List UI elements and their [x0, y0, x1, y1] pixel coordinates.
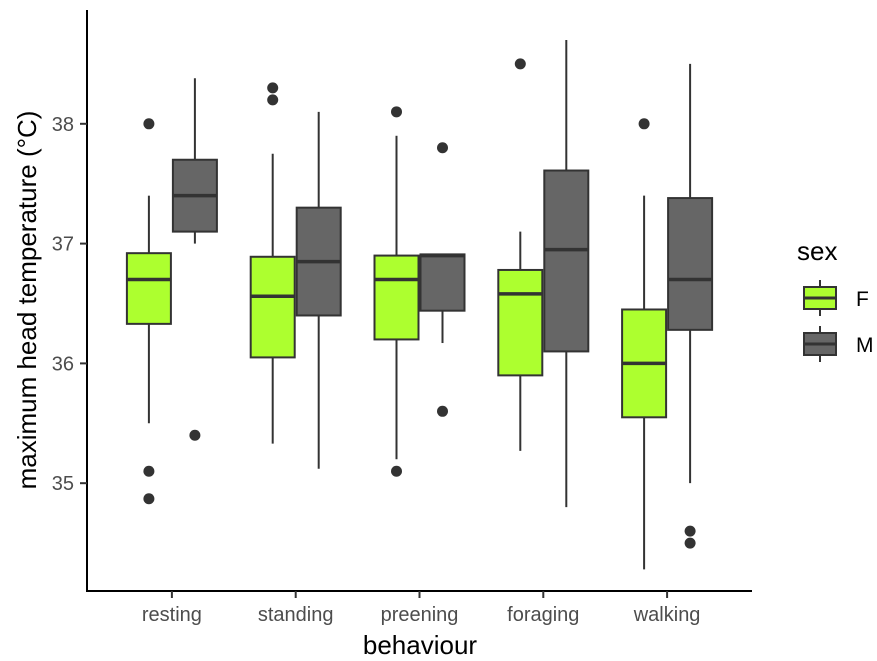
box-iqr	[373, 254, 420, 341]
box-M-standing	[295, 111, 342, 469]
outlier-point	[684, 525, 696, 537]
legend: sex FM	[797, 236, 874, 362]
outlier-point	[143, 465, 155, 477]
outlier-point	[189, 429, 201, 441]
outlier-point	[267, 82, 279, 94]
legend-label: M	[856, 334, 874, 357]
legend-items: FM	[803, 280, 874, 362]
x-tick-label: walking	[633, 604, 701, 626]
box-F-standing	[249, 82, 296, 444]
box-iqr	[667, 197, 714, 331]
axes: 35 36 37 38 resting standing preening foraging…	[52, 10, 752, 626]
box-iqr	[125, 252, 172, 325]
outlier-point	[684, 537, 696, 549]
legend-label: F	[856, 288, 869, 311]
x-tick-label: resting	[142, 604, 202, 626]
outlier-point	[143, 118, 155, 130]
box-F-preening	[373, 106, 420, 477]
x-axis-title: behaviour	[363, 630, 478, 660]
outlier-point	[143, 493, 155, 505]
outlier-point	[514, 58, 526, 70]
y-tick-label: 35	[52, 473, 74, 495]
box-iqr	[419, 253, 466, 312]
legend-item-F: F	[803, 280, 869, 316]
legend-item-M: M	[803, 326, 874, 362]
y-tick-label: 38	[52, 114, 74, 136]
box-F-walking	[621, 118, 668, 570]
y-axis-title: maximum head temperature (°C)	[12, 111, 42, 490]
box-F-resting	[125, 118, 172, 505]
outlier-point	[391, 106, 402, 118]
x-ticks: resting standing preening foraging walking	[142, 591, 701, 626]
y-ticks: 35 36 37 38	[52, 114, 87, 495]
box-M-foraging	[543, 39, 590, 508]
box-iqr	[249, 255, 296, 359]
outlier-point	[437, 142, 448, 154]
x-tick-label: preening	[381, 604, 459, 626]
outlier-point	[437, 405, 448, 417]
outlier-point	[267, 94, 279, 106]
x-tick-label: foraging	[507, 604, 579, 626]
outlier-point	[638, 118, 650, 130]
plot-marks	[125, 39, 714, 570]
outlier-point	[391, 465, 402, 477]
box-F-foraging	[497, 58, 544, 451]
x-tick-label: standing	[258, 604, 334, 626]
box-M-walking	[667, 63, 714, 549]
box-M-resting	[171, 78, 218, 441]
box-M-preening	[419, 142, 466, 417]
y-tick-label: 37	[52, 234, 74, 256]
legend-title: sex	[797, 236, 837, 266]
y-tick-label: 36	[52, 353, 74, 375]
box-iqr	[497, 268, 544, 377]
box-iqr	[543, 169, 590, 353]
